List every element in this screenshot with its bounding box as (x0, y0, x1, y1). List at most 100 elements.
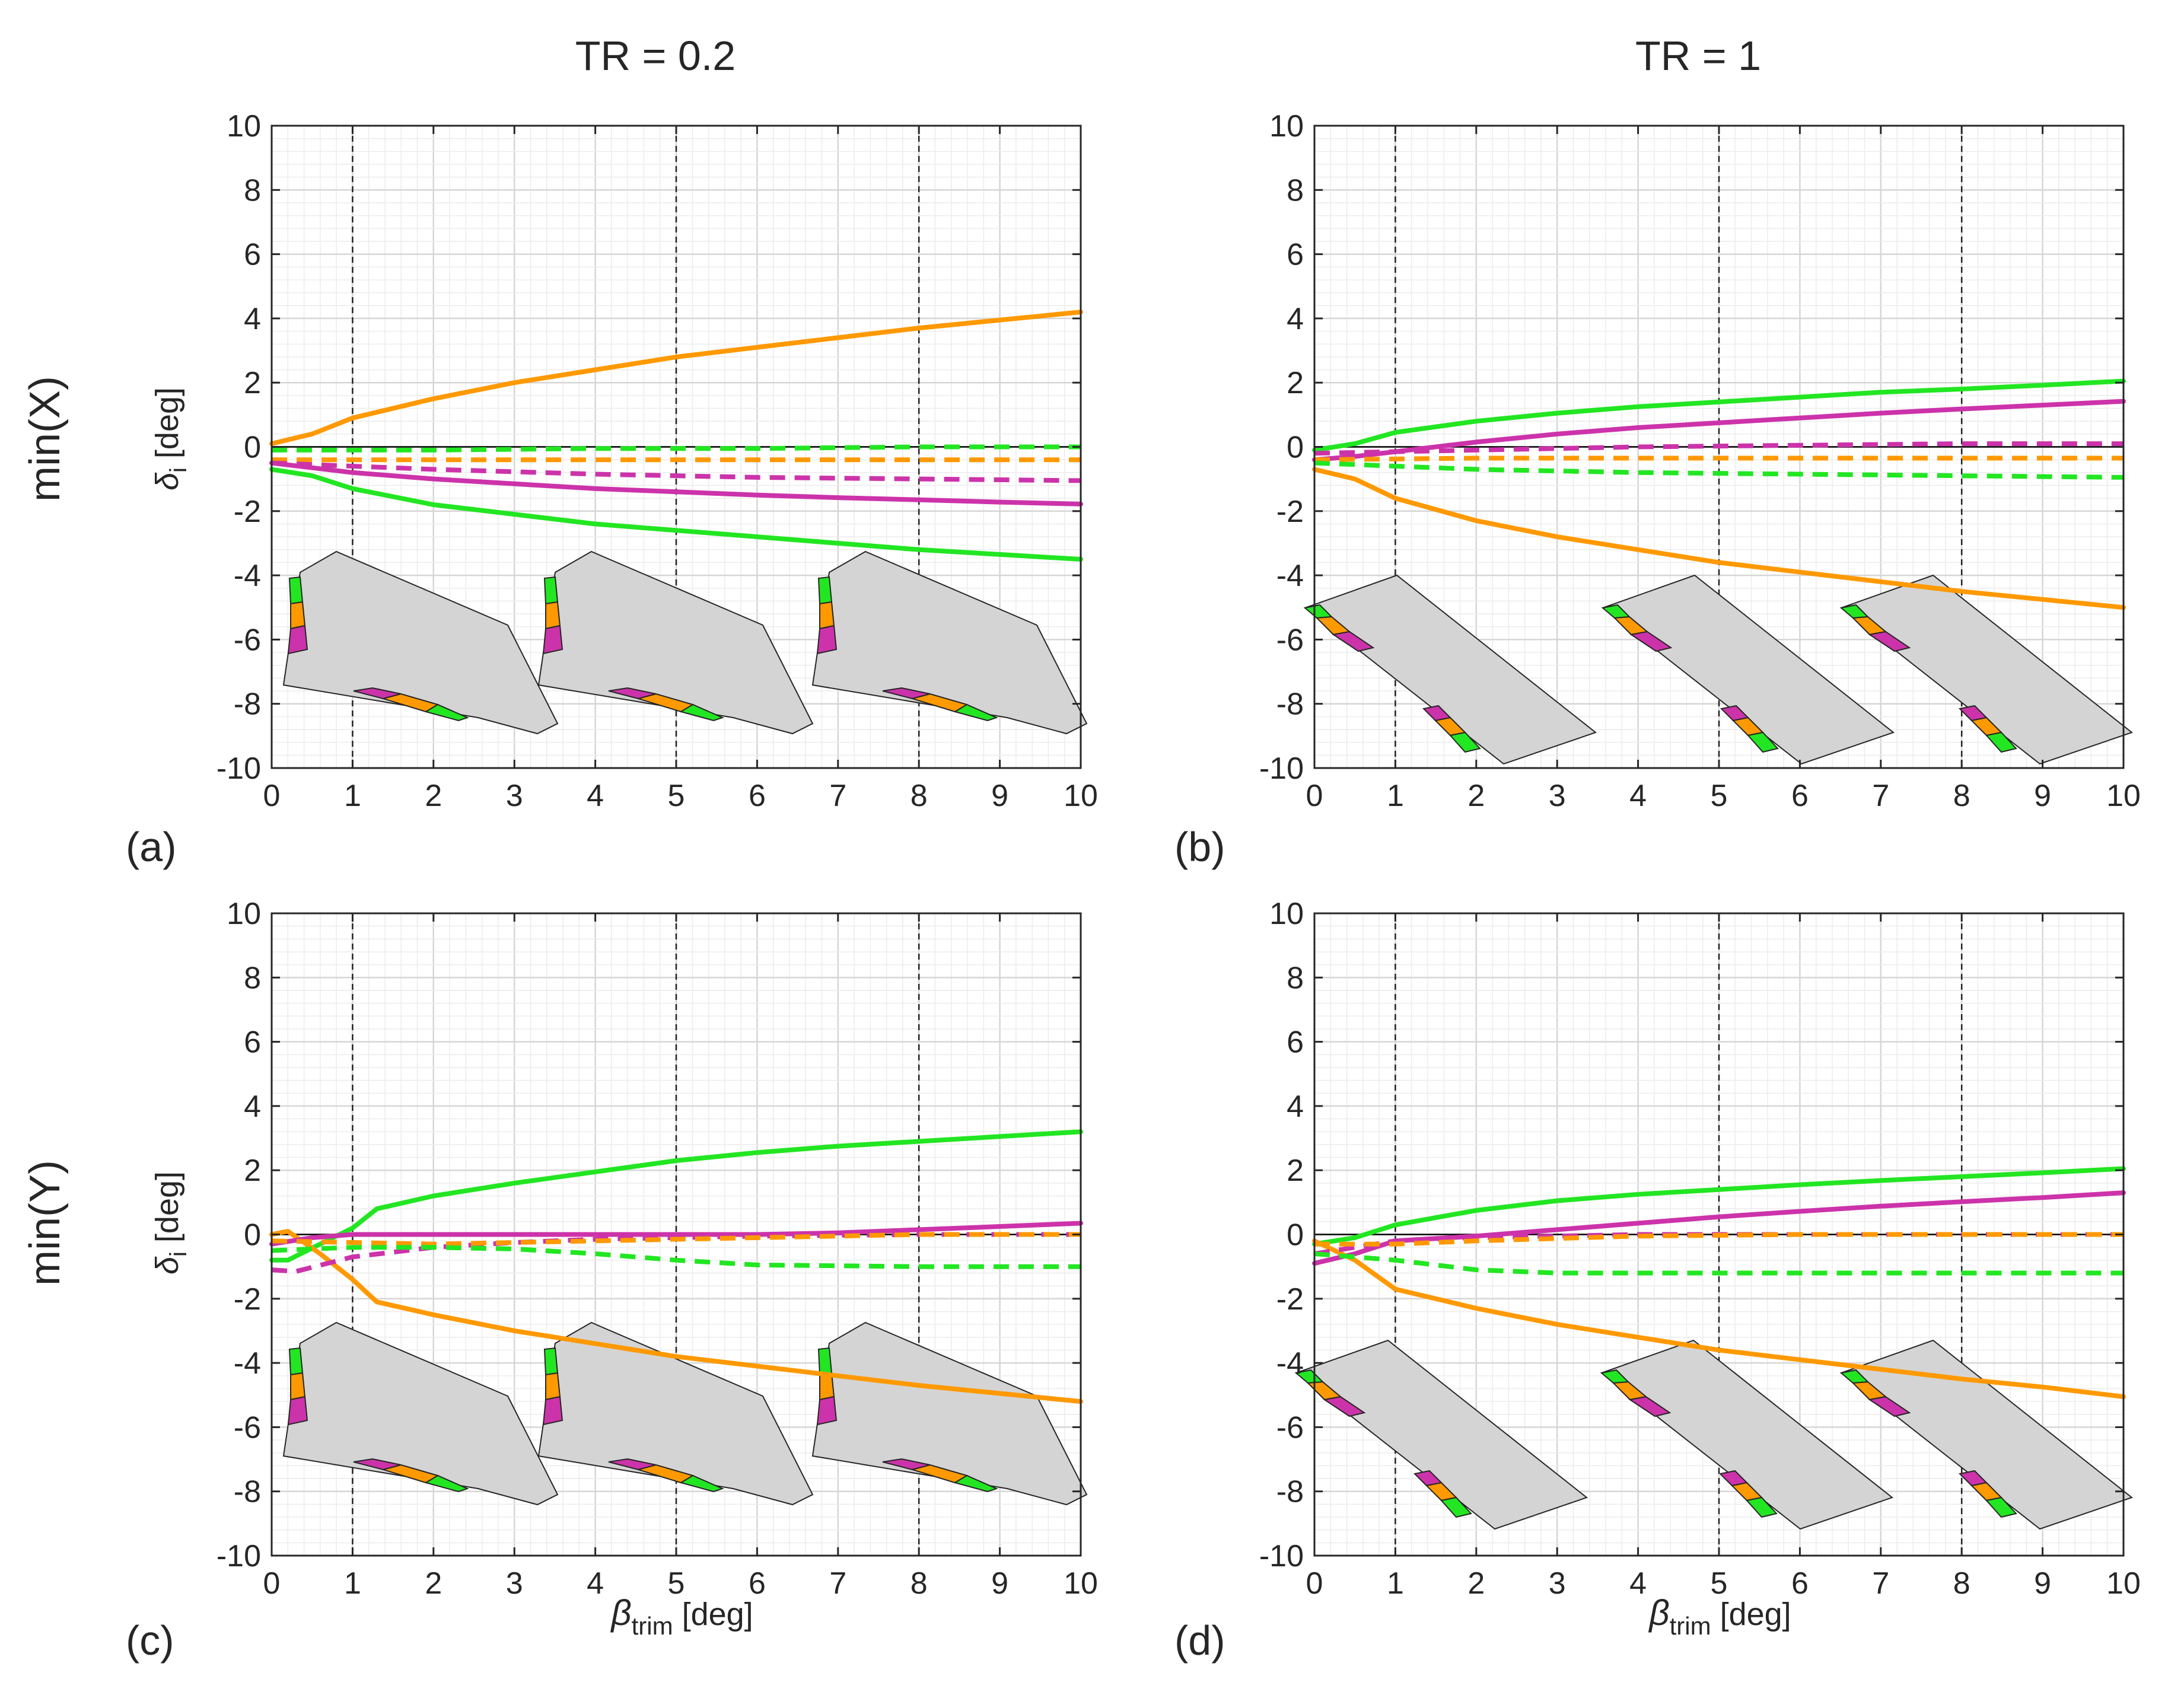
y-tick-label: 4 (244, 302, 261, 336)
y-tick-label: 6 (244, 1025, 261, 1060)
y-tick-label: 8 (244, 173, 261, 208)
y-tick-label: 10 (1269, 109, 1304, 144)
x-tick-label: 7 (1872, 779, 1889, 813)
xlabel-subscript: trim (1670, 1612, 1711, 1640)
x-tick-label: 9 (991, 779, 1008, 813)
wing-inset-beta1 (1304, 575, 1596, 764)
y-tick-label: -10 (1259, 1539, 1304, 1573)
column-title-tr1: TR = 1 (1635, 33, 1761, 79)
y-tick-label: 6 (244, 238, 261, 272)
y-tick-label: -4 (1276, 1346, 1304, 1381)
xlabel-subscript: trim (632, 1612, 673, 1640)
x-tick-label: 7 (829, 1566, 846, 1601)
x-tick-label: 9 (2034, 1566, 2051, 1601)
panel-c-tick-labels: 0 1 2 3 4 5 6 7 8 9 10 10 8 6 4 2 0 -2 -4 -6 -8 -10 (217, 897, 1098, 1601)
y-tick-label: -4 (234, 559, 261, 593)
x-tick-label: 1 (1387, 1566, 1404, 1601)
series-orange-dashed (1314, 1232, 2123, 1247)
wing-inset-beta1 (283, 551, 558, 734)
y-tick-label: -6 (234, 1410, 261, 1445)
panel-d-axes (1313, 912, 2125, 1557)
x-tick-label: 3 (1549, 779, 1566, 813)
series-green-dashed (271, 1245, 1081, 1269)
ylabel-panel-c: δi [deg] (149, 1171, 192, 1275)
x-tick-label: 10 (1064, 779, 1098, 813)
y-tick-label: 8 (1287, 961, 1304, 995)
series-green-dashed (272, 444, 1081, 453)
ylabel-unit: [deg] (149, 387, 185, 467)
y-tick-label: -6 (1276, 623, 1304, 657)
panel-a: 0 1 2 3 4 5 6 7 8 9 10 10 8 6 4 2 0 -2 -4 -6 -8 -10 (217, 109, 1098, 813)
panel-a-axes (270, 125, 1082, 769)
x-tick-label: 0 (263, 779, 281, 813)
x-tick-label: 4 (587, 1566, 604, 1601)
x-tick-label: 8 (910, 1566, 928, 1601)
x-tick-label: 5 (1711, 779, 1728, 813)
x-tick-label: 2 (425, 1566, 442, 1601)
xlabel-symbol: β (610, 1593, 631, 1633)
y-tick-label: 2 (1287, 1154, 1304, 1188)
series-magenta-solid (269, 460, 1083, 506)
y-tick-label: -10 (217, 751, 261, 786)
x-tick-label: 5 (668, 1566, 685, 1601)
ylabel-subscript: i (165, 1251, 192, 1257)
x-tick-label: 0 (263, 1566, 281, 1601)
x-tick-label: 2 (425, 779, 442, 813)
y-tick-label: -6 (1276, 1410, 1304, 1445)
x-tick-label: 5 (668, 779, 685, 813)
y-tick-label: -4 (234, 1346, 261, 1381)
x-tick-label: 8 (1953, 1566, 1970, 1601)
y-tick-label: 2 (1287, 366, 1304, 400)
y-tick-label: -2 (234, 495, 261, 529)
ylabel-subscript: i (165, 467, 192, 473)
panel-a-tick-labels: 0 1 2 3 4 5 6 7 8 9 10 10 8 6 4 2 0 -2 -4 -6 -8 -10 (217, 109, 1098, 813)
row-label-minx: min(X) (21, 376, 69, 502)
y-tick-label: 0 (244, 1218, 261, 1253)
ylabel-symbol: δ (149, 472, 185, 490)
series-green-solid (269, 467, 1083, 562)
y-tick-label: 4 (1287, 302, 1304, 336)
y-tick-label: -2 (1276, 495, 1304, 529)
panel-a-wing-insets (283, 551, 1087, 734)
y-tick-label: 4 (1287, 1089, 1304, 1124)
series-magenta-dashed (1314, 1232, 2123, 1256)
x-tick-label: 10 (2106, 1566, 2141, 1601)
y-tick-label: 2 (244, 1154, 261, 1188)
series-green-dashed (1314, 1251, 2123, 1276)
x-tick-label: 0 (1306, 1566, 1323, 1601)
xlabel-panel-d: βtrim [deg] (1648, 1593, 1791, 1640)
x-tick-label: 6 (1791, 779, 1809, 813)
series-magenta-solid (269, 1221, 1083, 1247)
y-tick-label: -8 (1276, 1475, 1304, 1509)
y-tick-label: 0 (1287, 1218, 1304, 1253)
panel-b-series (1312, 378, 2126, 610)
y-tick-label: 6 (1287, 1025, 1304, 1060)
x-tick-label: 0 (1306, 779, 1323, 813)
x-tick-label: 3 (1549, 1566, 1566, 1601)
x-tick-label: 2 (1467, 1566, 1485, 1601)
y-tick-label: -8 (234, 687, 261, 722)
x-tick-label: 1 (344, 779, 361, 813)
y-tick-label: 0 (1287, 431, 1304, 465)
series-green-solid (1312, 1166, 2126, 1247)
row-label-miny: min(Y) (21, 1160, 69, 1286)
panel-d: 0 1 2 3 4 5 6 7 8 9 10 10 8 6 4 2 0 -2 -4 -6 -8 -10 (1259, 897, 2141, 1601)
y-tick-label: 8 (1287, 173, 1304, 208)
x-tick-label: 8 (1953, 779, 1970, 813)
y-tick-label: 10 (227, 897, 261, 931)
y-tick-label: -8 (1276, 687, 1304, 722)
y-tick-label: 6 (1287, 238, 1304, 272)
wing-inset-beta8 (812, 551, 1087, 734)
x-tick-label: 4 (1629, 1566, 1647, 1601)
series-magenta-solid (1312, 399, 2126, 463)
y-tick-label: 10 (227, 109, 261, 144)
series-green-dashed (1314, 460, 2124, 480)
panel-c: 0 1 2 3 4 5 6 7 8 9 10 10 8 6 4 2 0 -2 -4 -6 -8 -10 (217, 897, 1098, 1601)
x-tick-label: 6 (749, 1566, 766, 1601)
y-tick-label: -8 (234, 1475, 261, 1509)
y-tick-label: -4 (1276, 559, 1304, 593)
y-tick-label: 10 (1269, 897, 1304, 931)
x-tick-label: 9 (2034, 779, 2051, 813)
panel-label-b: (b) (1174, 824, 1225, 870)
